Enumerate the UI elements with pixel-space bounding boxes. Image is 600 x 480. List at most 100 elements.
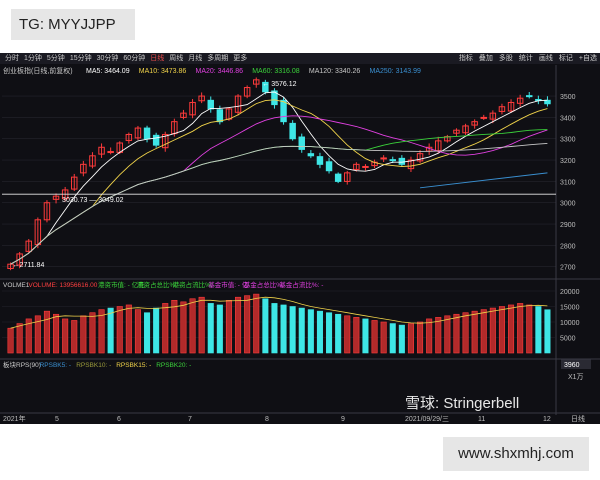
tool-button-4[interactable]: 画线 bbox=[538, 55, 553, 62]
top-watermark-label: TG: MYYJJPP bbox=[11, 9, 135, 40]
period-tab-4[interactable]: 30分钟 bbox=[96, 55, 119, 62]
volume-bar bbox=[207, 303, 214, 354]
volume-bar bbox=[316, 310, 323, 354]
volume-bar bbox=[526, 304, 533, 354]
candle-body bbox=[407, 159, 415, 170]
low-annotation: ←2711.84 bbox=[13, 262, 45, 269]
period-tab-7[interactable]: 周线 bbox=[169, 55, 184, 62]
candle-body bbox=[216, 109, 224, 123]
period-tab-1[interactable]: 1分钟 bbox=[24, 55, 42, 62]
candle-body bbox=[52, 195, 60, 200]
ma-legend-1: MA10: 3473.86 bbox=[139, 68, 187, 75]
volume-bar bbox=[508, 304, 515, 354]
candle-body bbox=[198, 95, 205, 102]
period-tab-2[interactable]: 5分钟 bbox=[46, 55, 65, 62]
candle-body bbox=[416, 153, 424, 162]
volume-bar bbox=[535, 306, 542, 354]
tool-button-2[interactable]: 多股 bbox=[498, 55, 513, 62]
volume-bar bbox=[43, 310, 50, 354]
period-tab-10[interactable]: 更多 bbox=[233, 55, 248, 62]
volume-bar bbox=[326, 312, 333, 354]
price-tick-5: 3000 bbox=[560, 201, 576, 208]
date-label-7: 11 bbox=[478, 416, 485, 423]
candle-body bbox=[334, 173, 342, 182]
date-label-1: 5 bbox=[55, 416, 59, 423]
candle-body bbox=[253, 79, 260, 85]
volume-bar bbox=[53, 313, 60, 354]
period-tab-3[interactable]: 15分钟 bbox=[69, 55, 92, 62]
candle-body bbox=[262, 81, 269, 93]
volume-bar bbox=[271, 303, 278, 354]
volume-bar bbox=[498, 306, 505, 354]
candle-body bbox=[80, 163, 87, 174]
price-tick-6: 2900 bbox=[560, 222, 576, 229]
volume-bar bbox=[280, 304, 287, 354]
volume-bar bbox=[225, 300, 232, 354]
candle-body bbox=[289, 122, 296, 140]
volume-legend-5: 基金市值: - 亿 bbox=[208, 280, 249, 289]
period-tab-6[interactable]: 日线 bbox=[150, 55, 165, 62]
candle-body bbox=[353, 163, 360, 170]
candle-body bbox=[280, 99, 287, 123]
date-label-2: 6 bbox=[117, 416, 121, 423]
rps-legend-4: RPSBK20: - bbox=[156, 362, 191, 369]
volume-bar bbox=[16, 323, 23, 354]
tool-button-0[interactable]: 指标 bbox=[458, 55, 473, 62]
volume-bar bbox=[344, 315, 351, 354]
candle-body bbox=[544, 99, 551, 105]
volume-bar bbox=[253, 293, 260, 354]
candle-body bbox=[152, 134, 160, 146]
price-tick-1: 3400 bbox=[560, 115, 576, 122]
price-tick-0: 3500 bbox=[560, 94, 576, 101]
volume-bar bbox=[544, 309, 551, 354]
candle-body bbox=[162, 133, 169, 149]
volume-bar bbox=[417, 321, 424, 354]
price-tick-2: 3300 bbox=[560, 137, 576, 144]
tool-button-6[interactable]: +自选 bbox=[578, 55, 597, 62]
volume-bar bbox=[426, 318, 433, 354]
volume-bar bbox=[62, 318, 69, 354]
volume-current-box bbox=[561, 359, 591, 369]
tool-button-3[interactable]: 统计 bbox=[518, 55, 533, 62]
candle-body bbox=[498, 106, 506, 112]
candlestick-chart[interactable]: 创业板指(日线,前复权) MA5: 3464.09 MA10: 3473.86 MA2… bbox=[0, 53, 600, 424]
price-tick-7: 2800 bbox=[560, 243, 576, 250]
volume-bar bbox=[180, 301, 187, 354]
period-tab-0[interactable]: 分时 bbox=[5, 55, 19, 62]
stock-chart-window: 分时 1分钟 5分钟 15分钟 30分钟 60分钟 日线 周线 月线 多周期 更多 指标 叠加 多股 统计… bbox=[0, 53, 600, 424]
ma-line-0 bbox=[10, 91, 548, 265]
volume-tick-2: 10000 bbox=[560, 320, 580, 327]
tool-button-5[interactable]: 标记 bbox=[558, 55, 573, 62]
volume-bar bbox=[107, 307, 114, 354]
candle-body bbox=[89, 155, 96, 167]
ma-legend-4: MA120: 3340.26 bbox=[309, 68, 360, 75]
volume-bar bbox=[153, 307, 160, 354]
period-tab-5[interactable]: 60分钟 bbox=[123, 55, 146, 62]
volume-bar bbox=[244, 295, 251, 354]
date-label-0: 2021年 bbox=[3, 414, 26, 423]
volume-bar bbox=[289, 306, 296, 354]
volume-bar bbox=[98, 309, 105, 354]
period-tab-8[interactable]: 月线 bbox=[188, 55, 203, 62]
volume-legend-2: 港资市值: - 亿元 bbox=[98, 280, 145, 289]
volume-bar bbox=[435, 317, 442, 354]
chart-toolbar: 分时 1分钟 5分钟 15分钟 30分钟 60分钟 日线 周线 月线 多周期 更多 指标 叠加 多股 统计… bbox=[0, 53, 600, 64]
ma-line-4 bbox=[10, 142, 548, 265]
volume-legend-0: VOLME1 bbox=[3, 282, 30, 289]
volume-bar bbox=[34, 315, 41, 354]
candle-body bbox=[325, 161, 333, 172]
candle-body bbox=[180, 112, 187, 118]
volume-unit: X1万 bbox=[568, 373, 584, 381]
candle-body bbox=[234, 95, 242, 113]
volume-legend-4: 港资占流比%: - bbox=[173, 280, 217, 289]
volume-bar bbox=[371, 320, 378, 354]
volume-bar bbox=[71, 320, 78, 354]
volume-legend-1: VOLUME: 13956616.00 bbox=[28, 282, 97, 289]
period-tab-9[interactable]: 多周期 bbox=[207, 55, 229, 62]
volume-bar bbox=[7, 327, 14, 354]
candle-body bbox=[507, 101, 515, 112]
volume-bar bbox=[216, 304, 223, 354]
rps-legend-3: RPSBK15: - bbox=[116, 362, 151, 369]
tool-button-1[interactable]: 叠加 bbox=[478, 55, 493, 62]
candle-body bbox=[389, 159, 396, 162]
